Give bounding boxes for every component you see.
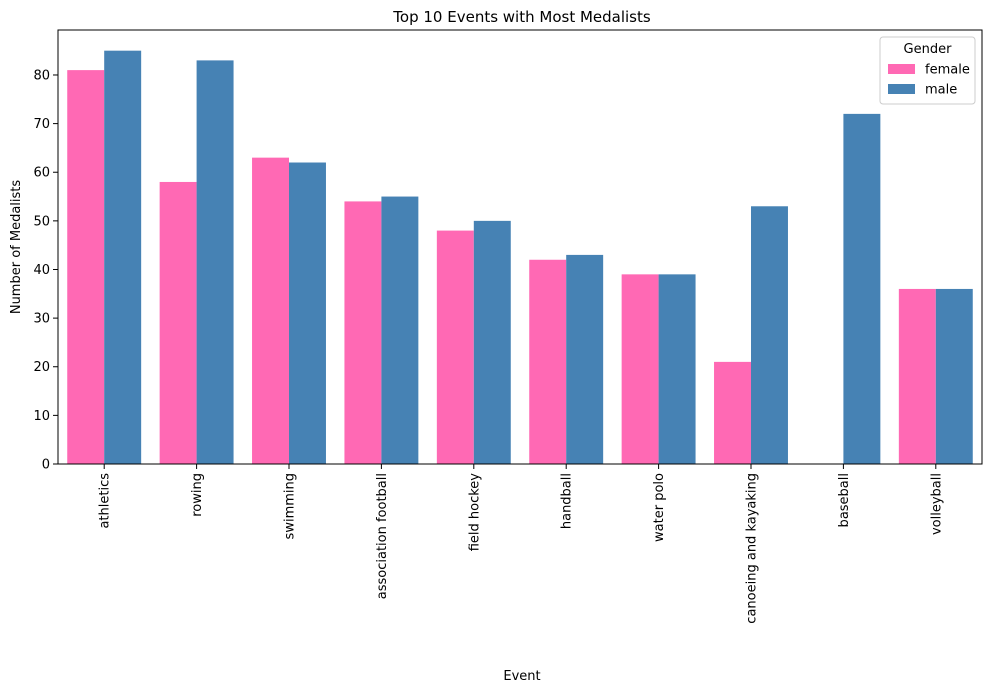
bar-male-baseball [843,113,881,464]
bar-female-rowing [159,181,197,464]
y-axis-label: Number of Medalists [9,180,24,315]
x-tick-label: volleyball [929,473,944,535]
legend: Gender female male [879,36,976,105]
x-tick-label: athletics [98,473,113,529]
legend-swatch-male [888,84,915,94]
bar-female-canoeing-and-kayaking [714,361,751,464]
bar-male-volleyball [935,288,973,464]
bar-female-water-polo [621,274,659,464]
bar-male-water-polo [658,274,696,464]
y-tick-label: 80 [33,68,50,83]
chart-title: Top 10 Events with Most Medalists [392,8,651,26]
plot-frame [57,29,983,465]
y-tick-label: 20 [33,360,50,375]
x-axis-label: Event [503,669,540,684]
legend-label-male: male [925,83,957,98]
bar-male-rowing [196,60,234,464]
bars-layer [67,50,973,465]
x-tick-label: association football [375,473,390,599]
x-tick-label: swimming [283,473,298,539]
legend-label-female: female [925,63,970,78]
bar-male-swimming [289,162,326,464]
y-tick-label: 70 [33,117,50,132]
x-tick-label: field hockey [467,473,482,552]
bar-female-association-football [344,201,382,464]
y-tick-label: 30 [33,312,50,327]
y-tick-label: 0 [42,458,50,473]
bar-female-swimming [252,157,289,464]
x-tick-label: baseball [837,473,852,527]
bar-female-handball [529,259,567,464]
y-tick-label: 60 [33,166,50,181]
x-axis: athletics rowing swimming association footb… [98,464,944,624]
y-axis: 0 10 20 30 40 50 60 70 80 [33,68,58,473]
bar-male-athletics [104,50,142,465]
x-tick-label: rowing [190,473,205,517]
legend-swatch-female [888,64,915,74]
bar-male-canoeing-and-kayaking [751,206,788,464]
bar-male-association-football [381,196,419,465]
bar-female-volleyball [898,288,936,464]
x-tick-label: canoeing and kayaking [745,473,760,624]
bar-female-athletics [67,70,105,465]
bar-male-handball [566,254,604,464]
bar-male-field-hockey [473,220,511,464]
bar-female-field-hockey [436,230,474,464]
y-tick-label: 50 [33,214,50,229]
y-tick-label: 10 [33,409,50,424]
legend-title: Gender [904,42,953,57]
x-tick-label: handball [560,473,575,529]
x-tick-label: water polo [652,473,667,542]
y-tick-label: 40 [33,263,50,278]
